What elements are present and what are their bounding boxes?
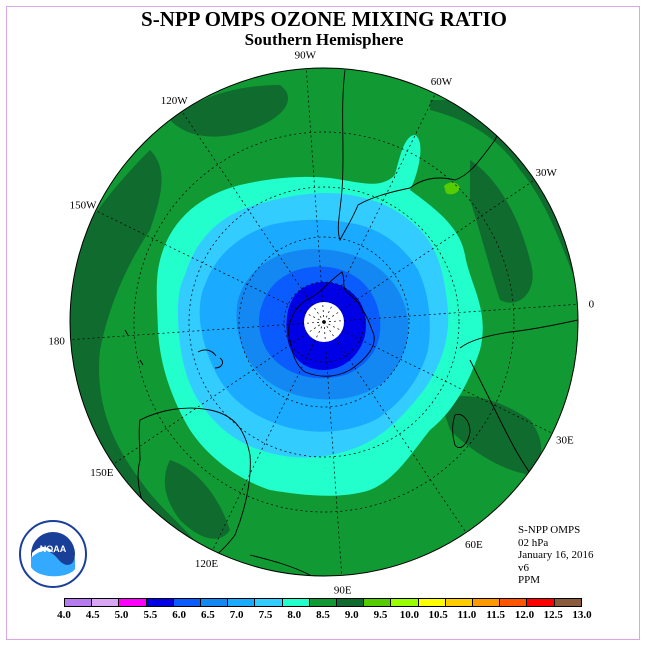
longitude-label: 150E	[90, 467, 114, 479]
latitude-circle-80	[283, 281, 365, 363]
longitude-label: 90W	[295, 50, 317, 62]
legend-tick: 9.0	[344, 609, 359, 621]
figure-frame	[6, 6, 640, 640]
legend-tick: 4.0	[57, 609, 71, 621]
ozone-field	[70, 68, 578, 576]
meridian-line	[323, 303, 578, 323]
meridian-line	[323, 321, 553, 434]
legend-swatch	[418, 599, 446, 606]
latitude-circle-40	[188, 186, 460, 458]
map-title: S-NPP OMPS OZONE MIXING RATIO	[141, 7, 507, 31]
legend-swatch	[92, 599, 120, 606]
meridian-line	[323, 179, 535, 323]
legend-tick: 11.5	[486, 609, 505, 621]
meridian-line	[323, 93, 436, 323]
legend-tick: 13.0	[572, 609, 592, 621]
legend-swatch	[228, 599, 256, 606]
longitude-label: 120E	[195, 558, 219, 570]
product-info: S-NPP OMPS 02 hPa January 16, 2016 v6 PP…	[518, 524, 593, 587]
meridian-line	[305, 68, 325, 323]
legend-tick: 12.0	[514, 609, 535, 621]
legend-swatch	[146, 599, 174, 606]
meridian-line	[95, 210, 325, 323]
longitude-label: 150W	[70, 200, 98, 212]
legend-tick: 4.5	[85, 609, 100, 621]
legend-swatch	[527, 599, 555, 606]
pressure-level-label: 02 hPa	[518, 536, 549, 549]
meridian-line	[113, 321, 325, 465]
version-label: v6	[518, 561, 529, 574]
legend-swatch	[445, 599, 474, 606]
longitude-label: 90E	[334, 584, 352, 596]
legend-swatch	[119, 599, 147, 606]
legend-tick: 10.5	[428, 609, 448, 621]
noaa-logo: NOAA	[19, 520, 87, 588]
legend-swatch	[65, 599, 93, 606]
legend-tick: 6.0	[172, 609, 186, 621]
legend-tick: 6.5	[201, 609, 215, 621]
map-boundary	[69, 67, 579, 577]
longitude-label: 30E	[556, 434, 574, 446]
legend-swatch	[309, 599, 338, 606]
legend-swatch	[554, 599, 581, 606]
meridian-line	[323, 321, 343, 576]
new-zealand-coastline	[197, 349, 223, 369]
pacific-islands-coastline	[124, 329, 311, 576]
longitude-label: 60W	[431, 76, 453, 88]
legend-swatch	[173, 599, 202, 606]
meridian-line	[70, 321, 325, 341]
legend-swatch	[473, 599, 501, 606]
south-america-coastline	[337, 69, 508, 242]
australia-coastline	[137, 407, 251, 571]
meridian-line	[323, 321, 467, 533]
longitude-label: 0	[589, 298, 595, 310]
legend-swatch	[391, 599, 419, 606]
ozone-region-9-0-south	[164, 460, 230, 539]
longitude-label: 180	[48, 336, 65, 348]
legend-tick: 7.0	[229, 609, 244, 621]
legend-swatch	[364, 599, 392, 606]
legend-tick: 12.5	[543, 609, 563, 621]
units-label: PPM	[518, 574, 541, 586]
longitude-label: 30W	[535, 167, 557, 179]
ozone-region-9-0-north	[170, 85, 289, 137]
madagascar-coastline	[452, 413, 471, 449]
legend-swatch	[337, 599, 365, 606]
ozone-region-9-0-southeast	[440, 396, 542, 475]
legend-tick: 8.0	[287, 609, 302, 621]
legend-tick: 8.5	[316, 609, 330, 621]
antarctica-coastline	[288, 271, 375, 377]
legend-tick: 10.0	[399, 609, 419, 621]
legend-tick: 11.0	[457, 609, 477, 621]
meridian-line	[212, 321, 325, 551]
meridian-line	[181, 111, 325, 323]
legend-tick: 5.0	[114, 609, 129, 621]
legend-swatch	[500, 599, 528, 606]
legend-tick: 9.5	[373, 609, 388, 621]
africa-coastline	[459, 319, 578, 481]
legend-swatch	[255, 599, 283, 606]
latitude-circle-20	[133, 131, 515, 513]
longitude-label: 60E	[465, 539, 483, 551]
meridian-lines	[70, 68, 578, 576]
map-subtitle: Southern Hemisphere	[244, 30, 404, 49]
legend-tick-labels: 4.0 4.5 5.0 5.5 6.0 6.5 7.0 7.5 8.0 8.5 9.0 9.5 10.0…	[0, 609, 648, 623]
legend-tick: 7.5	[258, 609, 273, 621]
legend-tick: 5.5	[143, 609, 158, 621]
instrument-label: S-NPP OMPS	[518, 524, 581, 536]
legend-swatch	[201, 599, 229, 606]
graticule	[70, 68, 578, 576]
date-label: January 16, 2016	[518, 549, 594, 561]
coastlines	[124, 69, 578, 576]
color-legend	[64, 598, 582, 607]
longitude-labels: 90W 60W 30W 0 30E 60E 90E 120E 150E 180 150W 120W	[48, 50, 594, 597]
legend-swatch	[282, 599, 310, 606]
svg-text:NOAA: NOAA	[40, 544, 67, 554]
longitude-label: 120W	[161, 95, 189, 107]
latitude-circle-60	[238, 236, 410, 408]
